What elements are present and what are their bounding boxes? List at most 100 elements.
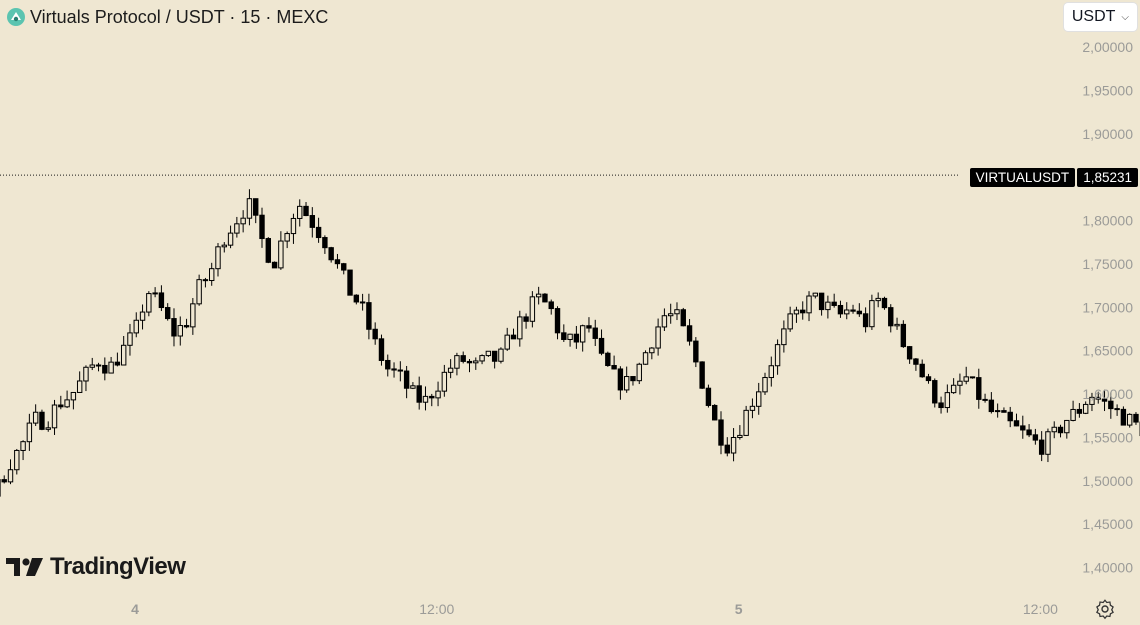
gear-icon[interactable] xyxy=(1094,598,1116,620)
candle-body xyxy=(957,380,963,386)
candle-body xyxy=(441,371,448,392)
candle-body xyxy=(875,297,881,302)
candle-body xyxy=(969,376,976,379)
candle-body xyxy=(479,355,485,362)
candle-body xyxy=(1120,408,1127,426)
candle-body xyxy=(146,293,152,313)
candle-body xyxy=(466,360,473,364)
candle-body xyxy=(1,479,7,483)
candle-body xyxy=(674,309,680,315)
candle-body xyxy=(743,409,749,436)
x-tick-label: 12:00 xyxy=(1023,601,1058,617)
candle-body xyxy=(435,390,441,399)
candle-body xyxy=(227,232,234,246)
candle-body xyxy=(699,361,705,389)
candle-body xyxy=(705,387,712,406)
y-axis[interactable]: 2,000001,950001,900001,850001,800001,750… xyxy=(1082,39,1133,576)
candle-body xyxy=(1001,410,1007,413)
candle-body xyxy=(642,352,649,365)
candle-body xyxy=(39,411,45,430)
candle-body xyxy=(1082,403,1089,414)
y-tick-label: 1,95000 xyxy=(1082,82,1133,98)
candle-body xyxy=(152,292,158,295)
candle-body xyxy=(586,325,592,329)
candle-body xyxy=(196,279,202,305)
candle-body xyxy=(906,346,913,360)
candle-body xyxy=(372,328,378,340)
candle-body xyxy=(253,198,259,216)
candle-body xyxy=(825,301,831,311)
y-tick-label: 1,45000 xyxy=(1082,516,1133,532)
candle-body xyxy=(1095,396,1101,400)
candle-body xyxy=(994,410,1001,413)
candle-body xyxy=(592,327,598,339)
candle-body xyxy=(120,344,127,366)
candle-body xyxy=(7,469,14,483)
candles-group xyxy=(0,189,1140,497)
candle-body xyxy=(730,437,737,454)
candle-body xyxy=(598,337,605,354)
candle-body xyxy=(686,325,693,342)
candle-body xyxy=(712,404,718,421)
candle-body xyxy=(976,377,982,400)
candle-body xyxy=(95,364,102,367)
candle-body xyxy=(127,332,133,346)
candle-body xyxy=(139,311,146,321)
price-tag-symbol: VIRTUALUSDT xyxy=(969,168,1076,187)
currency-select[interactable]: USDT ⌵ xyxy=(1063,3,1137,31)
candle-body xyxy=(171,318,177,337)
candle-body xyxy=(944,392,951,409)
tradingview-branding[interactable]: TradingView xyxy=(6,553,186,581)
candle-body xyxy=(1013,420,1020,427)
candle-body xyxy=(768,365,774,379)
candle-body xyxy=(724,444,730,454)
candle-body xyxy=(850,309,856,312)
candle-body xyxy=(913,358,919,365)
candle-body xyxy=(391,368,397,371)
candle-body xyxy=(793,309,800,315)
candle-body xyxy=(454,355,460,369)
candle-body xyxy=(693,340,699,363)
price-tag-value: 1,85231 xyxy=(1077,168,1138,187)
candle-body xyxy=(510,334,517,340)
candle-body xyxy=(491,350,498,362)
candle-body xyxy=(315,226,322,239)
candle-body xyxy=(114,361,121,366)
y-tick-label: 1,75000 xyxy=(1082,256,1133,272)
candle-body xyxy=(334,259,341,265)
candle-body xyxy=(265,238,271,263)
candle-body xyxy=(579,325,586,343)
candle-body xyxy=(1007,411,1013,422)
candle-body xyxy=(856,310,863,315)
candle-body xyxy=(573,333,580,343)
y-tick-label: 1,60000 xyxy=(1082,386,1133,402)
candle-body xyxy=(718,419,724,446)
candle-body xyxy=(894,323,900,327)
candle-body xyxy=(303,205,309,217)
tradingview-label: TradingView xyxy=(50,553,186,580)
x-tick-label: 5 xyxy=(735,601,743,617)
candle-body xyxy=(737,434,743,439)
candle-body xyxy=(661,315,668,328)
candle-body xyxy=(862,313,869,328)
candle-body xyxy=(322,237,328,249)
candle-body xyxy=(925,376,932,382)
y-tick-label: 1,80000 xyxy=(1082,213,1133,229)
candle-body xyxy=(680,309,686,327)
tradingview-logo-icon xyxy=(6,558,43,576)
y-tick-label: 1,90000 xyxy=(1082,126,1133,142)
candle-body xyxy=(806,295,812,314)
candle-body xyxy=(45,427,51,430)
candle-body xyxy=(309,215,316,228)
candle-body xyxy=(667,313,674,317)
candle-body xyxy=(617,368,624,391)
candle-body xyxy=(221,244,227,248)
candle-body xyxy=(460,355,466,362)
candle-body xyxy=(133,319,139,334)
candle-body xyxy=(542,293,548,303)
candle-body xyxy=(649,347,655,354)
symbol-title-bar[interactable]: Virtuals Protocol / USDT · 15 · MEXC xyxy=(6,5,328,29)
